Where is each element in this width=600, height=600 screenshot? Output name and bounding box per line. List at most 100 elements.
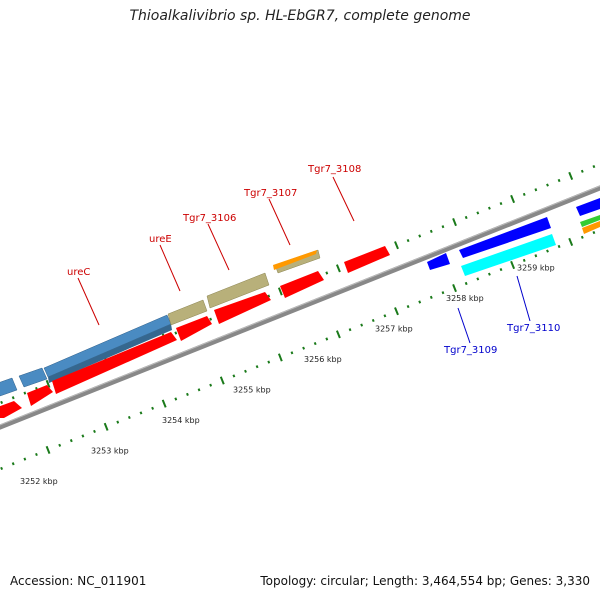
major-tick xyxy=(45,379,51,388)
scale-label: 3256 kbp xyxy=(304,355,342,364)
minor-tick xyxy=(383,314,387,318)
minor-tick xyxy=(580,235,584,239)
minor-tick xyxy=(127,415,131,420)
minor-tick xyxy=(255,365,259,369)
callout-Tgr7_3107 xyxy=(268,198,291,246)
scale-label: 3255 kbp xyxy=(233,386,271,395)
gene-Tgr7_3109 xyxy=(427,253,450,270)
gene-blue-segment xyxy=(18,367,48,388)
callout-ureE xyxy=(159,244,181,292)
cds-arrow xyxy=(176,316,212,341)
scale-label: 3254 kbp xyxy=(162,416,200,425)
minor-tick xyxy=(476,277,480,281)
gene-blue-segment xyxy=(0,377,18,397)
minor-tick xyxy=(476,211,480,215)
scale-label-layer: 3252 kbp 3253 kbp 3254 kbp 3255 kbp 3256 kbp… xyxy=(20,264,555,487)
minor-tick xyxy=(499,268,503,272)
cds-arrow xyxy=(214,292,271,324)
scale-label: 3258 kbp xyxy=(446,294,484,303)
major-tick xyxy=(452,218,457,227)
minor-tick xyxy=(174,331,178,335)
cds-arrow xyxy=(280,271,324,298)
gene-label: ureE xyxy=(149,234,172,245)
minor-tick xyxy=(557,244,561,249)
major-tick xyxy=(277,353,283,362)
gene-label: ureC xyxy=(67,267,90,278)
minor-tick xyxy=(58,443,62,447)
major-tick xyxy=(568,171,574,180)
gene-label: Tgr7_3106 xyxy=(182,213,236,224)
topology-text: Topology: circular; Length: 3,464,554 bp… xyxy=(260,574,590,588)
gene-label: Tgr7_3109 xyxy=(443,345,497,356)
feature-track-cds xyxy=(0,246,390,418)
gene-label: Tgr7_3110 xyxy=(506,323,560,334)
minor-tick xyxy=(464,215,468,220)
major-tick xyxy=(161,399,167,408)
gene-khaki-segment xyxy=(167,299,208,326)
major-tick xyxy=(277,287,283,296)
minor-tick xyxy=(534,254,538,258)
gene-blue-end xyxy=(576,198,600,216)
minor-tick xyxy=(487,272,491,276)
minor-tick xyxy=(371,318,375,323)
gene-label: Tgr7_3107 xyxy=(243,188,297,199)
gene-label-layer: ureC ureE Tgr7_3106 Tgr7_3107 Tgr7_3108 … xyxy=(67,164,560,356)
minor-tick xyxy=(418,234,422,238)
major-tick xyxy=(452,284,457,293)
minor-tick xyxy=(499,202,503,206)
minor-tick xyxy=(232,374,236,378)
minor-tick xyxy=(186,392,189,396)
minor-tick xyxy=(406,239,410,243)
gene-green-segment xyxy=(580,215,600,227)
minor-tick xyxy=(348,328,352,332)
minor-tick xyxy=(325,337,329,341)
inner-tick-scale xyxy=(0,231,596,470)
callout-Tgr7_3108 xyxy=(332,176,355,222)
major-tick xyxy=(219,376,225,385)
minor-tick xyxy=(534,188,538,192)
gene-khaki-segment xyxy=(206,272,270,309)
map-title: Thioalkalivibrio sp. HL-EbGR7, complete … xyxy=(129,8,471,24)
minor-tick xyxy=(69,439,73,443)
minor-tick xyxy=(592,231,596,235)
major-tick xyxy=(394,307,399,316)
minor-tick xyxy=(11,396,15,400)
minor-tick xyxy=(557,178,561,183)
minor-tick xyxy=(441,225,445,229)
minor-tick xyxy=(522,258,526,262)
minor-tick xyxy=(0,466,4,470)
minor-tick xyxy=(116,420,120,424)
major-tick xyxy=(394,241,399,250)
minor-tick xyxy=(360,323,364,327)
major-tick xyxy=(335,264,341,273)
minor-tick xyxy=(406,305,410,309)
minor-tick xyxy=(302,346,306,350)
cds-arrow xyxy=(0,401,22,418)
minor-tick xyxy=(325,271,329,275)
minor-tick xyxy=(0,400,4,404)
minor-tick xyxy=(546,249,549,253)
minor-tick xyxy=(418,300,422,304)
minor-tick xyxy=(174,397,178,401)
minor-tick xyxy=(464,281,468,286)
scale-label: 3259 kbp xyxy=(517,264,555,273)
cds-arrow xyxy=(52,332,177,394)
genome-backbone xyxy=(0,185,600,430)
minor-tick xyxy=(290,351,294,355)
minor-tick xyxy=(209,317,213,321)
callout-ureC xyxy=(77,277,100,326)
accession-text: Accession: NC_011901 xyxy=(10,574,147,588)
minor-tick xyxy=(267,360,271,364)
feature-track-upper xyxy=(0,215,600,397)
minor-tick xyxy=(522,192,526,196)
scale-label: 3253 kbp xyxy=(91,447,129,456)
callout-Tgr7_3109 xyxy=(457,307,471,344)
minor-tick xyxy=(81,434,85,438)
minor-tick xyxy=(244,369,247,373)
minor-tick xyxy=(267,294,271,298)
minor-tick xyxy=(139,411,143,415)
scale-label: 3252 kbp xyxy=(20,477,58,486)
gene-orange-segment xyxy=(582,221,600,234)
minor-tick xyxy=(592,165,596,169)
